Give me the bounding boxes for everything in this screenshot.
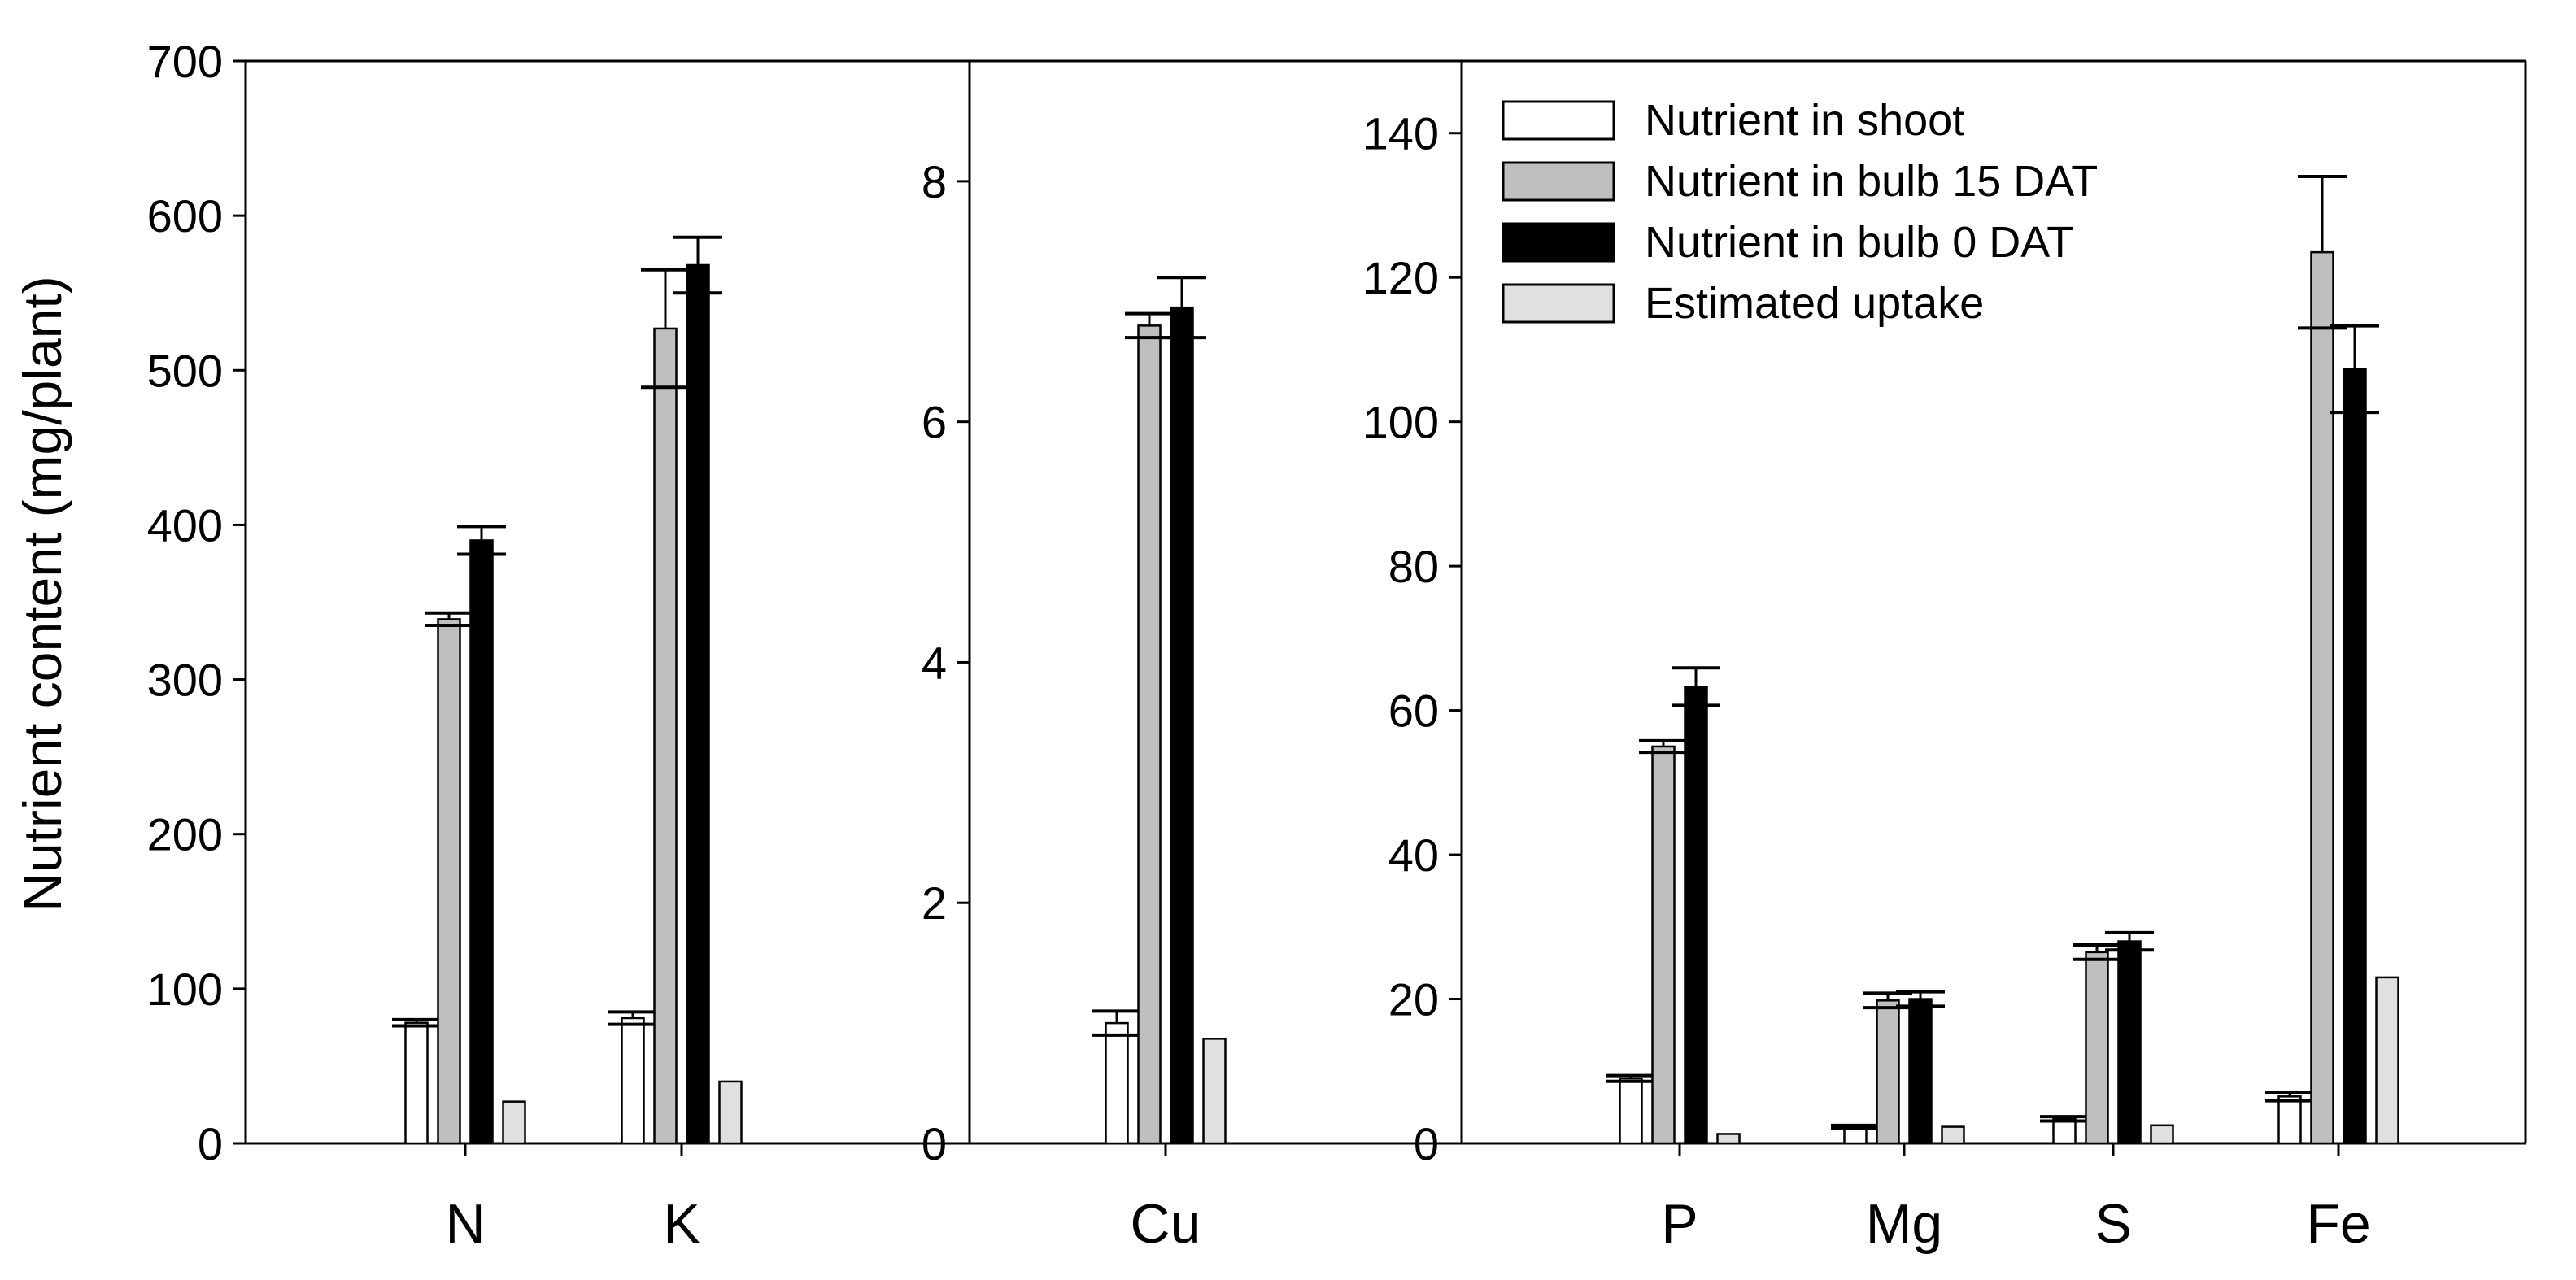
bar-right-p-s3	[1716, 1133, 1741, 1145]
y-tick-label-right: 140	[1363, 108, 1439, 159]
bar-right-fe-s1	[2310, 250, 2334, 1145]
bar-left-n-s2	[469, 539, 494, 1145]
y-tick-label-left: 300	[147, 655, 223, 706]
legend-label-shoot: Nutrient in shoot	[1645, 96, 1964, 145]
category-label-cu: Cu	[1131, 1193, 1201, 1255]
bar-right-fe-s0	[2277, 1095, 2302, 1145]
y-tick-label-right: 20	[1388, 974, 1439, 1025]
category-label-fe: Fe	[2306, 1193, 2370, 1255]
y-tick-label-left: 600	[147, 190, 223, 242]
legend-swatch-bulb0	[1502, 222, 1615, 263]
bar-middle-cu-s0	[1105, 1021, 1129, 1145]
bar-left-k-s2	[686, 263, 710, 1145]
y-tick-label-left: 500	[147, 345, 223, 396]
category-label-mg: Mg	[1866, 1193, 1942, 1255]
bar-middle-cu-s2	[1170, 306, 1194, 1145]
bar-right-s-s2	[2117, 940, 2142, 1145]
legend-swatch-uptake	[1502, 283, 1615, 324]
bar-left-n-s3	[502, 1100, 526, 1145]
y-tick-label-middle: 2	[922, 877, 947, 929]
legend-swatch-bulb15	[1502, 161, 1615, 202]
bar-middle-cu-s1	[1137, 324, 1162, 1145]
bar-left-k-s1	[653, 327, 678, 1145]
y-tick-label-right: 100	[1363, 397, 1439, 448]
bar-right-p-s0	[1619, 1077, 1643, 1145]
bar-left-n-s0	[404, 1021, 429, 1145]
category-label-n: N	[445, 1193, 485, 1255]
category-label-p: P	[1661, 1193, 1698, 1255]
y-tick-label-left: 100	[147, 964, 223, 1015]
y-tick-label-right: 120	[1363, 252, 1439, 303]
legend: Nutrient in shoot Nutrient in bulb 15 DA…	[1502, 96, 2098, 328]
bar-right-s-s3	[2150, 1124, 2174, 1145]
legend-swatch-shoot	[1502, 100, 1615, 141]
y-tick-label-left: 0	[198, 1118, 223, 1169]
bar-right-p-s2	[1684, 686, 1708, 1145]
bar-right-p-s1	[1651, 745, 1676, 1145]
bar-right-mg-s2	[1908, 998, 1933, 1145]
y-axis-label: Nutrient content (mg/plant)	[12, 276, 72, 911]
y-tick-label-left: 200	[147, 809, 223, 860]
y-tick-label-left: 700	[147, 36, 223, 87]
y-tick-label-left: 400	[147, 499, 223, 551]
bar-right-s-s1	[2085, 951, 2109, 1145]
y-tick-label-middle: 0	[922, 1118, 947, 1169]
bar-right-s-s0	[2052, 1117, 2077, 1145]
y-tick-label-middle: 6	[922, 397, 947, 448]
bar-middle-cu-s3	[1202, 1038, 1227, 1145]
bar-right-mg-s3	[1941, 1125, 1965, 1145]
category-label-k: K	[663, 1193, 700, 1255]
bar-left-n-s1	[437, 618, 461, 1145]
y-tick-label-right: 0	[1414, 1118, 1439, 1169]
legend-label-bulb0: Nutrient in bulb 0 DAT	[1645, 218, 2073, 267]
bar-right-fe-s3	[2375, 976, 2399, 1145]
legend-label-bulb15: Nutrient in bulb 15 DAT	[1645, 157, 2098, 206]
y-tick-label-right: 80	[1388, 541, 1439, 592]
y-tick-label-middle: 4	[922, 637, 947, 688]
y-tick-label-right: 40	[1388, 829, 1439, 881]
bar-right-mg-s1	[1876, 999, 1900, 1145]
legend-label-uptake: Estimated uptake	[1645, 279, 1984, 328]
y-tick-label-right: 60	[1388, 686, 1439, 737]
bar-right-fe-s2	[2343, 368, 2367, 1145]
bar-left-k-s3	[718, 1080, 743, 1145]
bar-left-k-s0	[621, 1017, 645, 1145]
category-label-s: S	[2094, 1193, 2131, 1255]
y-tick-label-middle: 8	[922, 156, 947, 207]
